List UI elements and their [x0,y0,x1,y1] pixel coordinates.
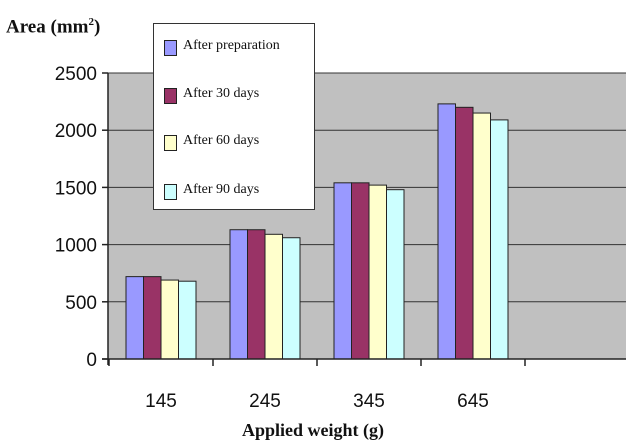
legend-swatch [164,135,177,151]
bar-345-series-1 [333,182,352,360]
bar-245-series-3 [264,233,283,360]
x-tick-label: 245 [249,391,281,412]
legend-label: After 60 days [183,133,260,148]
bar-145-series-4 [178,280,197,360]
y-axis-label-text: Area (mm [6,16,89,38]
bar-145-series-1 [125,276,144,360]
bar-245-series-2 [247,229,266,360]
x-axis-label: Applied weight (g) [241,420,384,440]
x-ticks: 145 245 345 645 [108,359,526,412]
x-tick-label: 145 [145,391,177,412]
y-tick-label: 1000 [55,236,97,257]
legend-label: After preparation [183,38,280,53]
bar-245-series-1 [229,229,248,360]
x-tick-label: 345 [353,391,385,412]
legend-item: After 30 days [164,86,295,104]
y-tick-label: 0 [86,350,97,371]
y-tick-label: 2500 [55,64,97,85]
x-tick-label: 645 [457,391,489,412]
legend-item: After 60 days [164,133,295,151]
legend-label: After 90 days [183,182,260,197]
y-axis-label-close: ) [93,16,101,38]
y-tick-label: 2000 [55,121,97,142]
bar-145-series-3 [160,279,179,360]
legend-swatch [164,184,177,200]
bar-645-series-3 [472,112,491,360]
legend-label: After 30 days [183,86,260,101]
legend-swatch [164,88,177,104]
y-ticks: 0 500 1000 1500 2000 2500 [55,64,108,371]
bar-145-series-2 [143,276,162,360]
legend: After preparation After 30 days After 60 d… [153,23,315,210]
bar-645-series-1 [437,103,456,360]
y-axis-label: Area (mm2) [6,16,100,38]
bar-645-series-4 [490,119,509,360]
legend-swatch [164,40,177,56]
bar-345-series-4 [386,189,405,360]
y-tick-label: 1500 [55,178,97,199]
bar-645-series-2 [455,106,474,360]
bar-345-series-3 [368,184,387,360]
y-axis-label-superscript: 2 [88,16,94,28]
bar-345-series-2 [351,182,370,360]
y-tick-label: 500 [65,293,97,314]
legend-item: After 90 days [164,182,295,200]
legend-item: After preparation [164,38,295,56]
bar-245-series-4 [282,237,301,360]
